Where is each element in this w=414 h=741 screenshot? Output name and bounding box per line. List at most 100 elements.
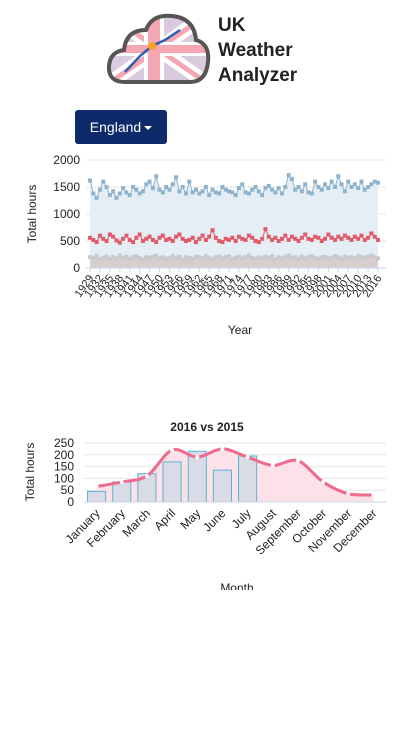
point bbox=[266, 183, 271, 188]
y-tick-label: 150 bbox=[54, 460, 74, 474]
point bbox=[197, 191, 202, 196]
point bbox=[101, 236, 106, 241]
point bbox=[283, 254, 288, 259]
point bbox=[190, 256, 195, 261]
point bbox=[117, 240, 122, 245]
point bbox=[107, 232, 112, 237]
app-title: UK bbox=[218, 15, 246, 36]
point bbox=[177, 232, 182, 237]
point bbox=[117, 253, 122, 258]
point bbox=[164, 185, 169, 189]
point bbox=[303, 232, 308, 237]
point bbox=[316, 235, 321, 240]
point bbox=[184, 255, 188, 260]
point bbox=[174, 234, 179, 239]
point bbox=[144, 474, 149, 479]
point bbox=[263, 227, 268, 232]
point bbox=[349, 185, 354, 189]
point bbox=[329, 235, 334, 240]
point bbox=[167, 236, 172, 241]
point bbox=[227, 254, 232, 259]
point bbox=[339, 236, 344, 241]
point bbox=[140, 189, 145, 194]
point bbox=[243, 255, 248, 260]
point bbox=[203, 254, 208, 259]
point bbox=[147, 179, 152, 184]
point bbox=[210, 187, 215, 192]
point bbox=[94, 484, 99, 489]
y-tick-label: 0 bbox=[67, 495, 74, 509]
bar bbox=[112, 481, 132, 503]
point bbox=[88, 235, 92, 240]
point bbox=[160, 255, 165, 260]
point bbox=[134, 254, 139, 259]
point bbox=[256, 189, 261, 194]
point bbox=[293, 255, 298, 260]
point bbox=[227, 237, 232, 242]
x-tick-label: May bbox=[177, 506, 203, 532]
point bbox=[376, 256, 380, 261]
point bbox=[336, 234, 341, 239]
point bbox=[319, 255, 324, 260]
point bbox=[313, 255, 318, 260]
region-dropdown[interactable]: England bbox=[75, 110, 167, 144]
point bbox=[180, 236, 185, 241]
point bbox=[316, 256, 321, 261]
point bbox=[296, 239, 301, 243]
point bbox=[134, 187, 139, 192]
point bbox=[270, 254, 275, 259]
point bbox=[111, 189, 116, 194]
point bbox=[213, 190, 218, 195]
point bbox=[207, 255, 212, 260]
point bbox=[213, 255, 218, 260]
point bbox=[336, 174, 341, 179]
point bbox=[144, 182, 149, 187]
point bbox=[220, 240, 225, 245]
point bbox=[342, 189, 347, 194]
point bbox=[299, 235, 304, 240]
point bbox=[114, 195, 119, 200]
point bbox=[223, 187, 228, 192]
point bbox=[94, 195, 99, 200]
point bbox=[200, 233, 205, 238]
point bbox=[256, 240, 261, 245]
point bbox=[250, 187, 255, 192]
x-axis-label: Month bbox=[220, 581, 253, 595]
point bbox=[276, 239, 281, 243]
point bbox=[309, 191, 314, 196]
point bbox=[263, 186, 268, 191]
caret-icon bbox=[144, 126, 153, 131]
point bbox=[104, 185, 109, 189]
point bbox=[200, 256, 205, 261]
point bbox=[256, 255, 261, 260]
point bbox=[127, 256, 132, 261]
point bbox=[200, 189, 205, 194]
point bbox=[329, 255, 334, 260]
bar bbox=[212, 469, 232, 503]
point bbox=[352, 182, 357, 187]
point bbox=[101, 179, 106, 184]
point bbox=[203, 185, 208, 189]
point bbox=[154, 253, 159, 258]
point bbox=[346, 491, 351, 496]
point bbox=[193, 187, 198, 192]
point bbox=[121, 236, 126, 241]
point bbox=[137, 256, 142, 261]
point bbox=[313, 234, 318, 239]
point bbox=[111, 255, 116, 260]
point bbox=[283, 185, 288, 189]
point bbox=[144, 255, 149, 260]
point bbox=[352, 234, 357, 239]
point bbox=[376, 237, 380, 242]
point bbox=[362, 237, 367, 242]
y-tick-label: 2000 bbox=[53, 153, 80, 167]
point bbox=[356, 254, 361, 259]
point bbox=[299, 254, 304, 259]
dropdown-label: England bbox=[89, 119, 142, 135]
point bbox=[246, 253, 251, 258]
point bbox=[356, 236, 361, 241]
y-tick-label: 1500 bbox=[53, 180, 80, 194]
area bbox=[90, 175, 378, 268]
y-axis-label: Total hours bbox=[25, 185, 39, 244]
